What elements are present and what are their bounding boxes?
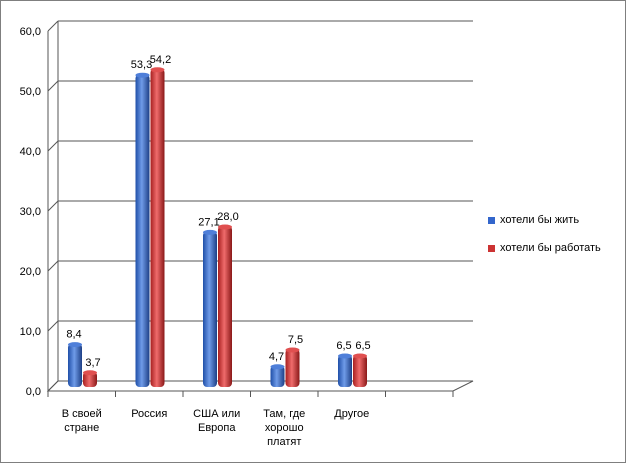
- data-label: 6,5: [355, 340, 370, 352]
- legend-item-live: хотели бы жить: [488, 211, 601, 229]
- bar: [68, 343, 82, 387]
- y-tick-label: 20,0: [20, 266, 41, 278]
- y-tick-label: 40,0: [20, 146, 41, 158]
- x-category-label: В своей: [62, 408, 102, 420]
- gridline-depth: [47, 260, 59, 272]
- legend: хотели бы жить хотели бы работать: [488, 211, 601, 267]
- x-category-label: США или: [193, 408, 240, 420]
- legend-swatch-work: [488, 244, 495, 252]
- bar-cap: [285, 347, 300, 353]
- bar: [338, 355, 352, 387]
- data-label: 53,3: [131, 59, 152, 71]
- x-category-label: хорошо: [265, 422, 304, 434]
- bar: [203, 231, 217, 387]
- data-label: 4,7: [269, 351, 284, 363]
- data-labels: 8,4 53,3 27,1 4,7 6,5 3,7 54,2 28,0 7,5 6,5: [66, 54, 370, 369]
- axes: 0,0 10,0 20,0 30,0 40,0 50,0 60,0 В своей стране…: [20, 21, 474, 448]
- bar: [218, 226, 232, 387]
- legend-swatch-live: [488, 216, 495, 224]
- gridline-depth: [47, 200, 59, 212]
- bar-cap: [68, 342, 82, 348]
- gridline-depth: [47, 320, 59, 332]
- bar: [270, 365, 285, 387]
- x-category-label: Там, где: [263, 408, 305, 420]
- x-category-label: Другое: [334, 408, 369, 420]
- bar: [353, 355, 367, 387]
- bar-cap: [150, 67, 165, 73]
- bar-cap: [270, 364, 285, 370]
- x-category-label: Россия: [131, 408, 167, 420]
- data-label: 7,5: [288, 334, 303, 346]
- data-label: 6,5: [336, 340, 351, 352]
- gridline-depth: [47, 140, 59, 152]
- bar: [83, 371, 97, 387]
- x-category-label: Европа: [198, 422, 236, 434]
- legend-label-work: хотели бы работать: [500, 242, 601, 254]
- bar-cap: [218, 224, 232, 230]
- bar: [150, 68, 165, 388]
- bar-cap: [353, 353, 367, 359]
- legend-label-live: хотели бы жить: [500, 214, 580, 226]
- bar-cap: [338, 353, 352, 359]
- bar-cap: [203, 229, 217, 235]
- y-tick-label: 50,0: [20, 86, 41, 98]
- gridlines: [47, 20, 473, 392]
- data-label: 28,0: [217, 211, 238, 223]
- gridline-depth: [47, 20, 59, 32]
- y-tick-label: 0,0: [26, 386, 41, 398]
- y-tick-label: 10,0: [20, 326, 41, 338]
- gridline-depth: [47, 80, 59, 92]
- x-category-label: стране: [64, 422, 99, 434]
- x-axis-floor: [46, 380, 474, 392]
- x-category-label: платят: [267, 436, 301, 448]
- data-label: 54,2: [150, 54, 171, 66]
- data-label: 8,4: [66, 329, 81, 341]
- data-label: 27,1: [198, 216, 219, 228]
- bar-cap: [83, 370, 97, 376]
- bar: [135, 74, 150, 387]
- y-tick-label: 30,0: [20, 206, 41, 218]
- legend-item-work: хотели бы работать: [488, 239, 601, 257]
- data-label: 3,7: [85, 357, 100, 369]
- bars: [68, 67, 367, 388]
- bar-cap: [135, 72, 150, 78]
- y-tick-label: 60,0: [20, 26, 41, 38]
- bar: [285, 349, 300, 387]
